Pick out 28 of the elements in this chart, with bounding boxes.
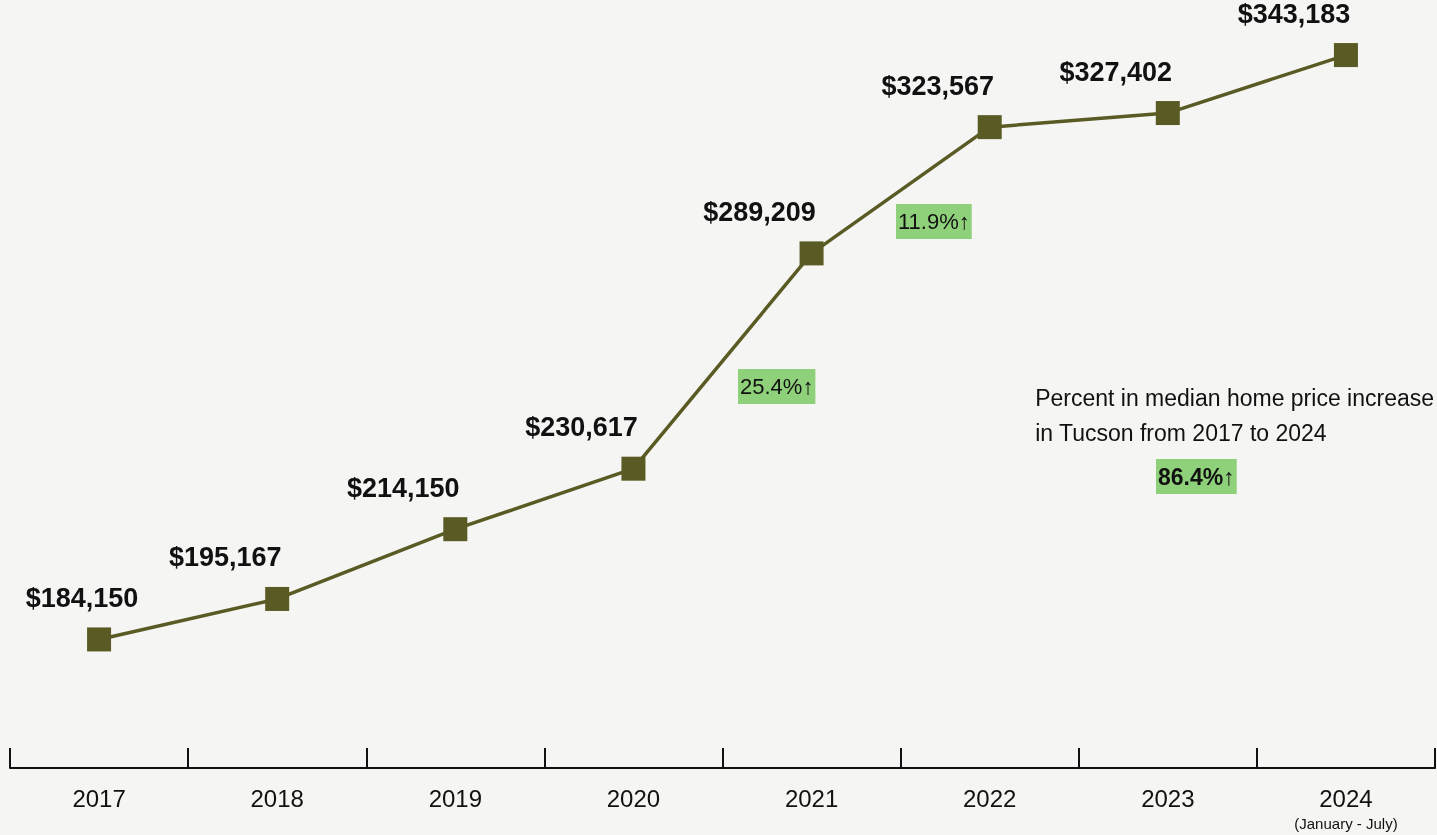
x-tick-label: 2018 xyxy=(250,784,304,812)
point xyxy=(265,586,290,611)
annotation: Percent in median home price increase in Tucson from 2017 to 2024 xyxy=(1035,384,1434,446)
annotation: 86.4%↑ xyxy=(1158,463,1235,490)
x-tick-label: 2024 (January - July) xyxy=(1294,784,1398,832)
data-label: $289,209 xyxy=(703,196,816,227)
x-tick-label: 2021 xyxy=(784,784,839,812)
x-tick-label: 2022 xyxy=(962,784,1017,812)
x-tick-label: 2017 xyxy=(72,784,126,812)
annotation: 25.4%↑ xyxy=(740,374,814,399)
data-label: $184,150 xyxy=(25,582,139,613)
data-label: $327,402 xyxy=(1059,56,1173,87)
x-tick-label: 2019 xyxy=(428,784,483,812)
point xyxy=(1333,43,1358,68)
data-label: $230,617 xyxy=(525,412,638,443)
data-label: $195,167 xyxy=(168,542,282,573)
point xyxy=(87,627,112,652)
point xyxy=(1155,101,1180,126)
x-tick-label: 2020 xyxy=(606,784,661,812)
point xyxy=(621,456,646,481)
data-label: $214,150 xyxy=(347,472,460,503)
point xyxy=(443,517,468,542)
annotation: 11.9%↑ xyxy=(898,209,970,234)
point xyxy=(977,115,1002,140)
data-label: $323,567 xyxy=(881,70,994,101)
x-tick-label: 2023 xyxy=(1141,784,1195,812)
point xyxy=(799,241,824,266)
data-label: $343,183 xyxy=(1237,0,1351,29)
